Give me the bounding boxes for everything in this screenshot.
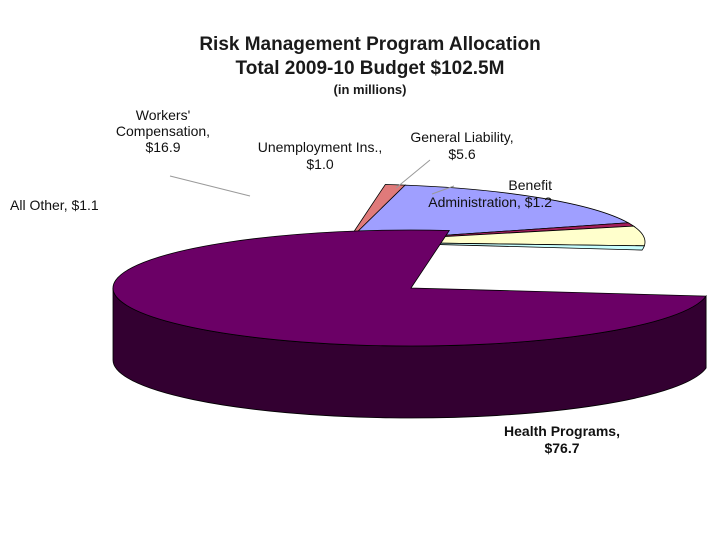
chart-unit-note: (in millions) — [333, 82, 407, 97]
label-line: $1.0 — [306, 156, 333, 172]
chart-subtitle: Total 2009-10 Budget $102.5M — [235, 58, 505, 79]
pie-leader-lines — [169, 159, 455, 197]
label-health-programs: Health Programs, $76.7 — [504, 423, 620, 456]
label-line: Benefit — [508, 177, 552, 193]
label-line: All Other, $1.1 — [10, 197, 99, 213]
leader-general-liability — [395, 159, 431, 189]
label-line: $5.6 — [448, 146, 475, 162]
leader-workers-compensation — [169, 175, 251, 197]
chart-title: Risk Management Program Allocation — [199, 34, 541, 55]
label-general-liability: General Liability, $5.6 — [410, 129, 513, 162]
label-line: General Liability, — [410, 129, 513, 145]
label-line: Administration, $1.2 — [428, 194, 552, 210]
label-workers-compensation: Workers' Compensation, $16.9 — [116, 107, 210, 155]
pie-labels: Health Programs, $76.7 All Other, $1.1 Work… — [10, 107, 620, 456]
slice-health-programs — [112, 229, 707, 347]
label-line: $76.7 — [544, 440, 579, 456]
label-line: Health Programs, — [504, 423, 620, 439]
label-unemployment-ins: Unemployment Ins., $1.0 — [258, 139, 383, 172]
label-line: $16.9 — [145, 139, 180, 155]
label-all-other: All Other, $1.1 — [10, 197, 99, 213]
leader-benefit-administration — [431, 185, 455, 195]
slice-workers-compensation — [345, 184, 630, 243]
pie-tops — [112, 184, 707, 347]
label-line: Compensation, — [116, 123, 210, 139]
label-line: Unemployment Ins., — [258, 139, 383, 155]
label-line: Workers' — [136, 107, 191, 123]
label-benefit-administration: Benefit Administration, $1.2 — [428, 177, 552, 210]
